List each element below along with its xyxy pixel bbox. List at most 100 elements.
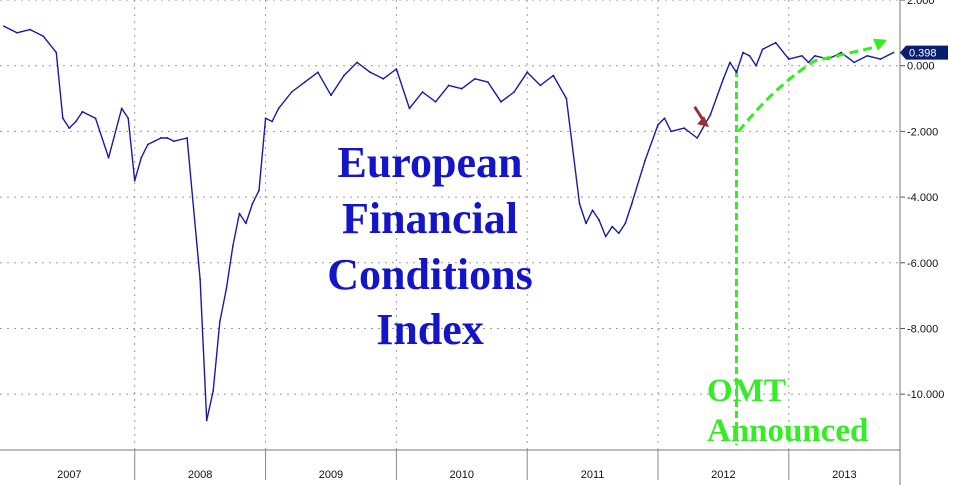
y-tick-label: -6.000 bbox=[907, 258, 938, 270]
series-point bbox=[225, 288, 228, 290]
series-point bbox=[755, 64, 758, 67]
series-point bbox=[539, 84, 542, 87]
chart-title-line-3: Conditions bbox=[327, 250, 533, 299]
series-point bbox=[238, 212, 241, 215]
series-point bbox=[316, 71, 319, 74]
series-layer bbox=[3, 25, 895, 422]
series-point bbox=[800, 54, 803, 57]
series-point bbox=[585, 222, 587, 225]
series-point bbox=[3, 25, 5, 28]
series-point bbox=[624, 222, 627, 225]
x-tick-label: 2011 bbox=[581, 469, 605, 481]
series-point bbox=[212, 389, 215, 392]
series-point bbox=[251, 202, 254, 205]
series-point bbox=[840, 51, 843, 54]
marker-arrow-head bbox=[697, 116, 710, 128]
series-point bbox=[264, 117, 267, 120]
omt-label-line-2: Announced bbox=[707, 413, 869, 449]
series-point bbox=[218, 320, 221, 323]
series-point bbox=[742, 51, 744, 54]
last-value-box bbox=[900, 45, 948, 60]
chart-title-line-1: European bbox=[337, 138, 523, 187]
series-point bbox=[81, 110, 84, 113]
x-tick-label: 2013 bbox=[832, 469, 856, 481]
series-point bbox=[303, 81, 306, 84]
x-tick-label: 2007 bbox=[57, 469, 81, 481]
series-point bbox=[231, 245, 234, 248]
series-point bbox=[722, 77, 725, 80]
series-point bbox=[611, 225, 614, 228]
series-point bbox=[473, 77, 476, 80]
series-point bbox=[729, 61, 731, 64]
x-tick-label: 2009 bbox=[319, 469, 343, 481]
series-point bbox=[408, 107, 411, 110]
series-point bbox=[160, 137, 162, 139]
y-tick-label: -2.000 bbox=[907, 126, 938, 138]
annotation-arrows bbox=[693, 38, 887, 133]
series-point bbox=[395, 68, 398, 70]
x-axis: 2007 2008 2009 2010 2011 2012 2013 bbox=[0, 449, 900, 481]
series-point bbox=[421, 91, 424, 93]
last-value-marker: 0.398 bbox=[900, 45, 948, 60]
series-point bbox=[487, 81, 489, 84]
series-point bbox=[199, 278, 202, 281]
series-point bbox=[277, 107, 280, 110]
series-point bbox=[663, 117, 666, 120]
series-point bbox=[166, 137, 169, 139]
series-point bbox=[55, 51, 58, 54]
series-point bbox=[120, 107, 123, 110]
series-point bbox=[670, 130, 672, 133]
y-tick-label: -4.000 bbox=[907, 192, 938, 204]
series-point bbox=[709, 114, 712, 116]
grid bbox=[0, 0, 900, 450]
x-tick-label: 2010 bbox=[450, 469, 474, 481]
series-point bbox=[447, 84, 450, 87]
series-point bbox=[696, 137, 699, 139]
series-point bbox=[761, 48, 764, 51]
y-tick-label: -8.000 bbox=[907, 323, 938, 335]
series-point bbox=[271, 120, 273, 123]
series-point bbox=[460, 87, 463, 90]
series-point bbox=[774, 41, 777, 44]
series-point bbox=[657, 123, 659, 126]
series-point bbox=[735, 71, 738, 74]
series-point bbox=[146, 143, 149, 146]
series-point bbox=[186, 137, 188, 139]
omt-trend-arrowhead bbox=[872, 38, 887, 51]
series-point bbox=[866, 54, 869, 57]
series-point bbox=[591, 209, 594, 212]
series-point bbox=[814, 54, 816, 57]
series-point bbox=[434, 100, 437, 103]
series-point bbox=[330, 94, 332, 97]
x-tick-label: 2012 bbox=[711, 469, 735, 481]
series-point bbox=[526, 71, 529, 74]
series-point bbox=[604, 235, 607, 238]
series-point bbox=[343, 74, 345, 77]
series-point bbox=[94, 117, 97, 120]
last-value-label: 0.398 bbox=[909, 48, 937, 60]
series-point bbox=[598, 219, 601, 221]
series-point bbox=[140, 156, 143, 159]
series-point bbox=[16, 31, 18, 34]
series-point bbox=[369, 71, 372, 74]
series-point bbox=[892, 51, 895, 54]
series-point bbox=[133, 179, 136, 182]
chart-title-line-2: Financial bbox=[341, 194, 519, 243]
series-point bbox=[683, 127, 686, 130]
series-point bbox=[500, 100, 502, 103]
series-point bbox=[290, 91, 293, 93]
series-point bbox=[153, 140, 156, 143]
x-tick-label: 2008 bbox=[188, 469, 212, 481]
series-point bbox=[258, 189, 260, 192]
series-point bbox=[807, 61, 810, 64]
series-point bbox=[205, 419, 208, 422]
series-point bbox=[578, 202, 581, 205]
series-point bbox=[245, 222, 247, 225]
series-point bbox=[787, 58, 790, 61]
series-point bbox=[74, 120, 77, 123]
series-point bbox=[617, 232, 620, 235]
omt-label-line-1: OMT bbox=[707, 373, 786, 409]
series-point bbox=[127, 117, 130, 120]
